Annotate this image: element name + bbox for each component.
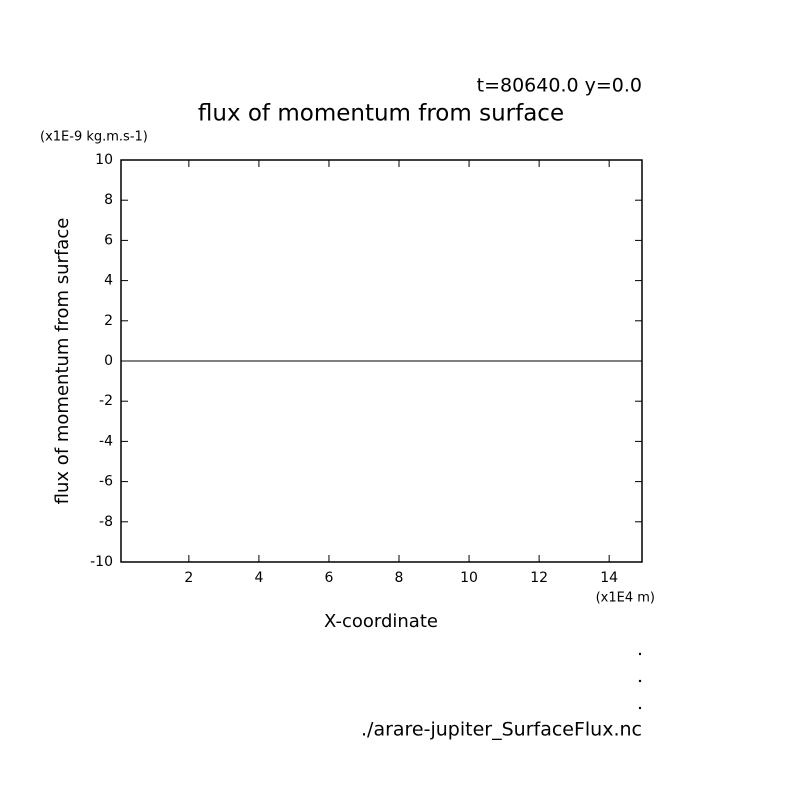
y-tick-label: 6 <box>104 232 113 248</box>
y-unit: (x1E-9 kg.m.s-1) <box>40 130 148 145</box>
y-tick-label: 2 <box>104 313 113 329</box>
x-tick-label: 6 <box>325 570 334 586</box>
dot <box>638 652 642 656</box>
y-tick-label: -8 <box>99 514 113 530</box>
y-tick-label: 4 <box>104 273 113 289</box>
x-tick-label: 2 <box>184 570 193 586</box>
y-tick-label: 8 <box>104 192 113 208</box>
y-tick-label: -2 <box>99 393 113 409</box>
chart-subtitle: t=80640.0 y=0.0 <box>477 75 642 97</box>
dot <box>638 679 642 683</box>
y-tick-label: -10 <box>90 554 113 570</box>
x-tick-label: 8 <box>395 570 404 586</box>
x-tick-label: 14 <box>600 570 618 586</box>
y-tick-label: -6 <box>99 474 113 490</box>
x-tick-label: 12 <box>530 570 548 586</box>
dot <box>638 706 642 710</box>
x-tick-label: 4 <box>254 570 263 586</box>
x-axis-label: X-coordinate <box>324 611 438 632</box>
chart-title: flux of momentum from surface <box>198 101 564 127</box>
x-tick-label: 10 <box>460 570 478 586</box>
footnote: ./arare-jupiter_SurfaceFlux.nc <box>361 719 642 741</box>
y-tick-label: -4 <box>99 433 113 449</box>
y-tick-label: 0 <box>104 353 113 369</box>
y-tick-label: 10 <box>95 152 113 168</box>
y-axis-label: flux of momentum from surface <box>52 218 73 505</box>
x-unit: (x1E4 m) <box>596 591 655 606</box>
